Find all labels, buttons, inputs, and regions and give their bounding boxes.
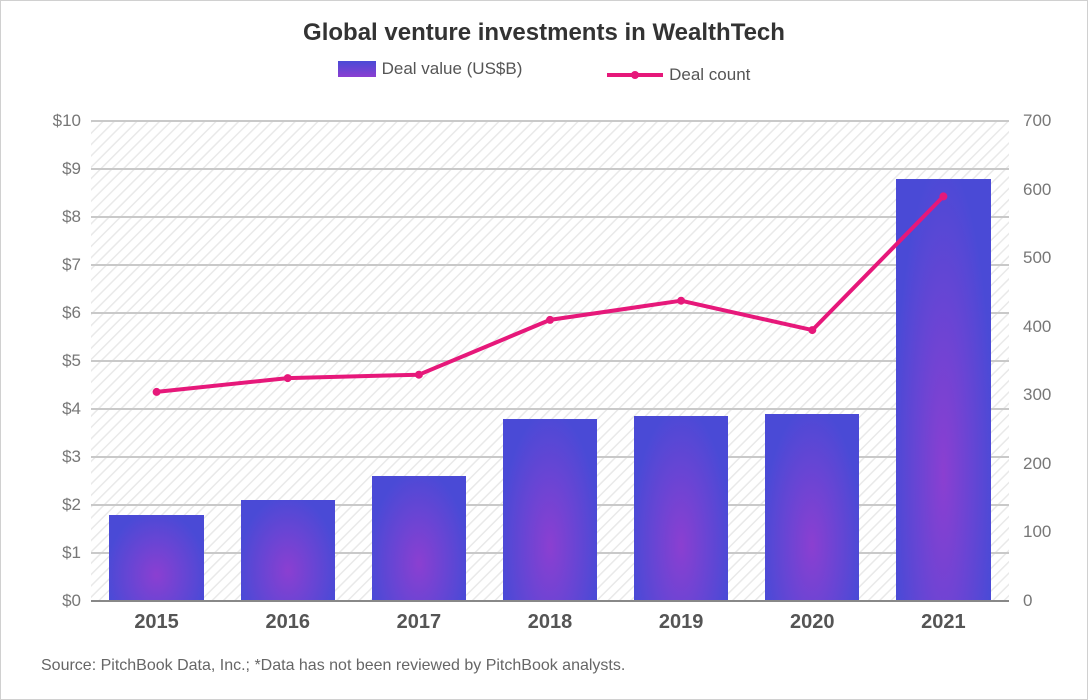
legend-swatch-bar: [338, 61, 376, 77]
plot-area: $0$1$2$3$4$5$6$7$8$9$1001002003004005006…: [91, 121, 1009, 601]
legend-label-deal-value: Deal value (US$B): [382, 59, 523, 79]
y-left-tick: $1: [62, 543, 91, 563]
x-tick: 2019: [659, 611, 704, 634]
y-right-tick: 200: [1009, 454, 1051, 474]
y-left-tick: $7: [62, 255, 91, 275]
legend: Deal value (US$B) Deal count: [1, 59, 1087, 85]
y-left-tick: $6: [62, 303, 91, 323]
y-left-tick: $5: [62, 351, 91, 371]
legend-label-deal-count: Deal count: [669, 65, 750, 85]
y-left-tick: $4: [62, 399, 91, 419]
legend-item-deal-value: Deal value (US$B): [338, 59, 523, 79]
legend-swatch-line: [607, 73, 663, 77]
y-left-tick: $9: [62, 159, 91, 179]
x-tick: 2020: [790, 611, 835, 634]
deal-count-line: [91, 121, 1009, 601]
x-tick: 2016: [265, 611, 310, 634]
y-right-tick: 100: [1009, 522, 1051, 542]
x-tick: 2018: [528, 611, 573, 634]
y-right-tick: 700: [1009, 111, 1051, 131]
y-right-tick: 0: [1009, 591, 1032, 611]
y-left-tick: $2: [62, 495, 91, 515]
y-right-tick: 300: [1009, 385, 1051, 405]
y-left-tick: $3: [62, 447, 91, 467]
legend-item-deal-count: Deal count: [607, 65, 750, 85]
y-left-tick: $0: [62, 591, 91, 611]
y-left-tick: $8: [62, 207, 91, 227]
chart-container: Global venture investments in WealthTech…: [0, 0, 1088, 700]
x-tick: 2021: [921, 611, 966, 634]
source-note: Source: PitchBook Data, Inc.; *Data has …: [41, 657, 625, 675]
chart-title: Global venture investments in WealthTech: [1, 19, 1087, 47]
x-tick: 2015: [134, 611, 179, 634]
x-tick: 2017: [397, 611, 442, 634]
y-right-tick: 400: [1009, 317, 1051, 337]
y-right-tick: 500: [1009, 248, 1051, 268]
y-right-tick: 600: [1009, 180, 1051, 200]
y-left-tick: $10: [53, 111, 91, 131]
